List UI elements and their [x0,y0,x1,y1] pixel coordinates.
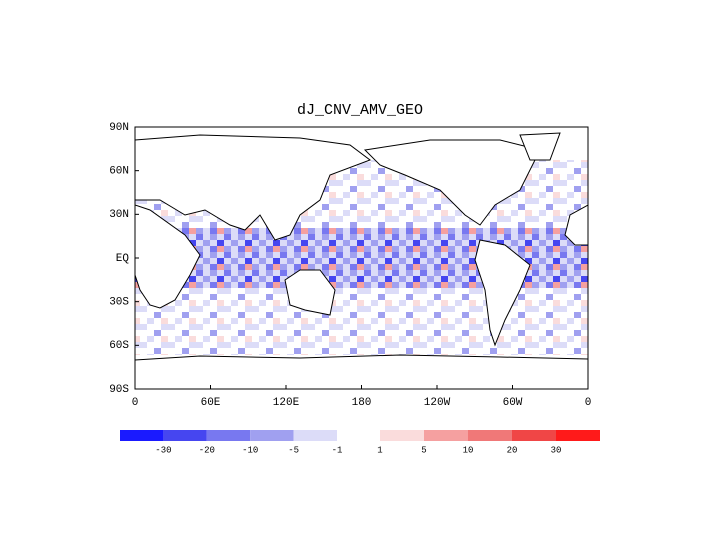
colorbar-swatch [424,430,468,441]
lon-label: 120E [273,397,300,409]
lat-label: 30N [109,209,129,221]
colorbar-label: -5 [288,445,299,455]
colorbar-swatch [293,430,337,441]
lon-label: 180 [352,397,372,409]
colorbar-label: 1 [377,445,382,455]
lat-label: 60S [109,340,129,352]
lat-label: 60N [109,166,129,178]
coastlines [135,132,588,389]
lon-label: 60W [503,397,523,409]
colorbar-swatch [512,430,556,441]
lat-label: 90S [109,384,129,396]
colorbar-label: -30 [155,445,171,455]
southern-field [135,288,588,328]
colorbar-label: 10 [463,445,474,455]
colorbar-swatch [250,430,294,441]
colorbar-swatch [120,430,164,441]
colorbar-swatch [380,430,424,441]
map-field [135,132,588,389]
colorbar-swatch [468,430,512,441]
lon-label: 0 [585,397,592,409]
colorbar-label: 5 [421,445,426,455]
lon-label: 120W [424,397,451,409]
colorbar-label: -1 [332,445,343,455]
colorbar-label: 20 [507,445,518,455]
colorbar-swatch [163,430,207,441]
lon-label: 0 [132,397,139,409]
colorbar-swatch [556,430,600,441]
lon-label: 60E [201,397,221,409]
colorbar-label: 30 [551,445,562,455]
colorbar-swatch [206,430,251,441]
colorbar-label: -20 [199,445,215,455]
colorbar-label: -10 [242,445,258,455]
lat-label: 90N [109,122,129,134]
lat-label: EQ [116,253,130,265]
map-title: dJ_CNV_AMV_GEO [297,102,423,119]
lat-label: 30S [109,297,129,309]
